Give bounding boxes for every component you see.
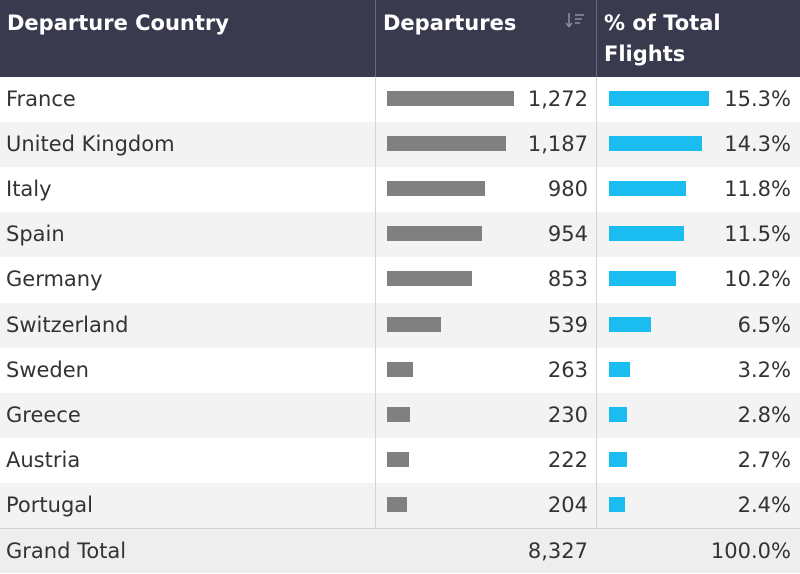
pct-value: 2.7% xyxy=(737,447,791,472)
pct-value: 6.5% xyxy=(737,312,791,337)
country-cell: France xyxy=(6,87,76,111)
country-cell: Spain xyxy=(6,222,65,247)
departures-bar xyxy=(387,316,441,332)
country-cell: Italy xyxy=(6,177,52,202)
pct-value: 2.8% xyxy=(737,402,791,427)
grand-total-departures: 8,327 xyxy=(527,539,588,563)
departures-bar xyxy=(387,136,506,152)
departures-value: 954 xyxy=(547,222,588,247)
table-header: Departure Country Departures % of Total … xyxy=(0,0,800,77)
grand-total-label: Grand Total xyxy=(6,539,127,563)
pct-bar xyxy=(609,316,652,332)
departures-bar xyxy=(387,226,483,242)
table-row[interactable]: Switzerland 539 6.5% xyxy=(0,302,800,348)
pct-value: 15.3% xyxy=(724,87,791,111)
pct-bar xyxy=(609,226,685,242)
departures-value: 853 xyxy=(547,267,588,292)
departures-bar xyxy=(387,451,410,467)
table-row[interactable]: France 1,272 15.3% xyxy=(0,77,800,122)
table-row[interactable]: Sweden 263 3.2% xyxy=(0,347,800,393)
country-cell: Switzerland xyxy=(6,312,129,337)
table-row[interactable]: Greece 230 2.8% xyxy=(0,392,800,438)
country-cell: United Kingdom xyxy=(6,132,175,157)
pct-bar xyxy=(609,496,625,512)
departures-value: 1,187 xyxy=(527,132,588,157)
pct-bar xyxy=(609,91,709,106)
header-pct-total-flights[interactable]: % of Total Flights xyxy=(604,11,721,66)
pct-value: 11.5% xyxy=(724,222,791,247)
departures-value: 1,272 xyxy=(527,87,588,111)
departures-value: 222 xyxy=(547,447,588,472)
header-divider xyxy=(375,0,376,77)
pct-value: 14.3% xyxy=(724,132,791,157)
header-departures[interactable]: Departures xyxy=(383,11,517,35)
grand-total-pct: 100.0% xyxy=(710,539,791,563)
sort-descending-icon[interactable] xyxy=(565,12,585,28)
table-row[interactable]: Portugal 204 2.4% xyxy=(0,482,800,528)
country-cell: Germany xyxy=(6,267,103,292)
departures-bar xyxy=(387,361,414,377)
departures-value: 539 xyxy=(547,312,588,337)
header-divider xyxy=(596,0,597,77)
column-divider xyxy=(375,77,376,573)
column-divider xyxy=(596,77,597,573)
pct-value: 3.2% xyxy=(737,357,791,382)
pct-value: 2.4% xyxy=(737,492,791,517)
departures-value: 980 xyxy=(547,177,588,202)
departures-value: 230 xyxy=(547,402,588,427)
table-row[interactable]: United Kingdom 1,187 14.3% xyxy=(0,122,800,168)
country-cell: Sweden xyxy=(6,357,89,382)
pct-bar xyxy=(609,181,687,197)
table-row[interactable]: Austria 222 2.7% xyxy=(0,437,800,483)
header-departure-country[interactable]: Departure Country xyxy=(7,11,229,35)
pct-value: 11.8% xyxy=(724,177,791,202)
grand-total-row: Grand Total 8,327 100.0% xyxy=(0,528,800,573)
country-cell: Portugal xyxy=(6,492,93,517)
pct-bar xyxy=(609,361,630,377)
table-row[interactable]: Germany 853 10.2% xyxy=(0,257,800,303)
pct-value: 10.2% xyxy=(724,267,791,292)
departures-value: 204 xyxy=(547,492,588,517)
departures-bar xyxy=(387,91,514,106)
country-cell: Greece xyxy=(6,402,81,427)
departures-bar xyxy=(387,181,485,197)
pct-bar xyxy=(609,136,703,152)
table-row[interactable]: Spain 954 11.5% xyxy=(0,212,800,258)
pct-bar xyxy=(609,271,676,287)
departures-bar xyxy=(387,406,410,422)
pct-bar xyxy=(609,406,628,422)
table-row[interactable]: Italy 980 11.8% xyxy=(0,167,800,213)
departures-bar xyxy=(387,271,473,287)
pct-bar xyxy=(609,451,627,467)
departures-bar xyxy=(387,496,408,512)
departures-value: 263 xyxy=(547,357,588,382)
country-cell: Austria xyxy=(6,447,81,472)
